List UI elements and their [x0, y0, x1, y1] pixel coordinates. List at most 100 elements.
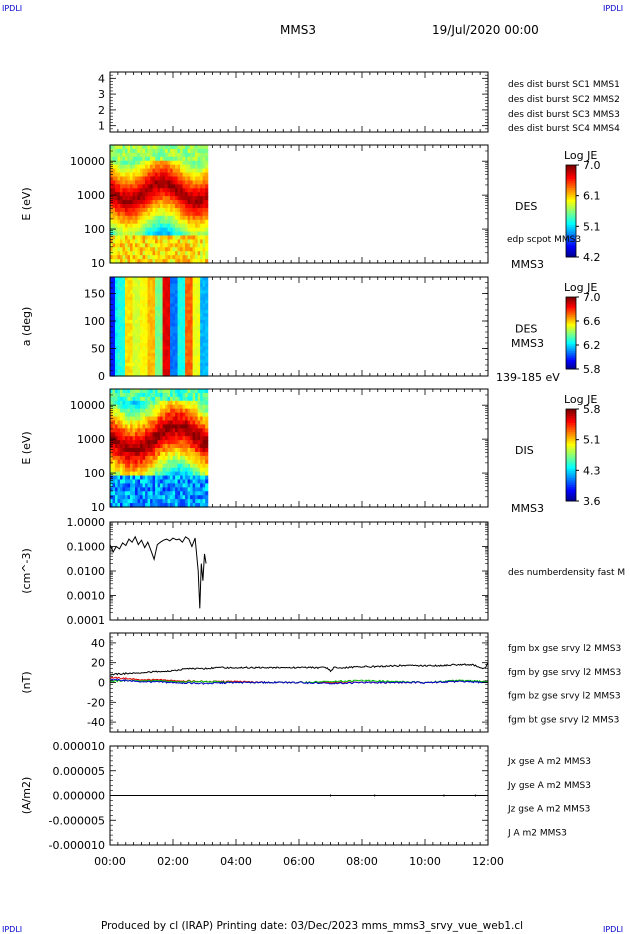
- heatmap-cell: [122, 255, 126, 260]
- heatmap-cell: [205, 483, 209, 488]
- heatmap-cell: [137, 412, 141, 418]
- heatmap-cell: [117, 283, 121, 288]
- heatmap-cell: [152, 300, 156, 304]
- heatmap-cell: [130, 463, 134, 469]
- heatmap-cell: [137, 416, 141, 422]
- heatmap-cell: [152, 290, 156, 295]
- heatmap-cell: [135, 286, 139, 291]
- heatmap-cell: [127, 148, 131, 154]
- colorbar-cell: [566, 358, 576, 361]
- heatmap-cell: [145, 188, 149, 193]
- heatmap-cell: [177, 451, 181, 457]
- heatmap-cell: [177, 180, 181, 185]
- heatmap-cell: [182, 219, 186, 225]
- heatmap-cell: [177, 184, 181, 189]
- heatmap-cell: [130, 448, 134, 453]
- heatmap-cell: [147, 471, 151, 477]
- heatmap-cell: [142, 326, 146, 331]
- heatmap-cell: [167, 200, 171, 205]
- heatmap-cell: [132, 408, 136, 414]
- heatmap-cell: [130, 152, 134, 158]
- heatmap-cell: [150, 319, 154, 324]
- heatmap-cell: [172, 306, 176, 311]
- heatmap-cell: [157, 392, 161, 398]
- heatmap-cell: [182, 487, 186, 492]
- heatmap-cell: [120, 251, 124, 256]
- heatmap-cell: [122, 300, 126, 304]
- heatmap-cell: [122, 467, 126, 473]
- heatmap-cell: [182, 168, 186, 174]
- heatmap-cell: [135, 310, 139, 314]
- heatmap-cell: [137, 223, 141, 229]
- heatmap-cell: [192, 487, 196, 492]
- heatmap-cell: [117, 296, 121, 301]
- heatmap-cell: [190, 243, 194, 248]
- heatmap-cell: [177, 192, 181, 197]
- heatmap-cell: [137, 432, 141, 437]
- colorbar-cell: [566, 345, 576, 348]
- heatmap-cell: [185, 499, 189, 504]
- heatmap-cell: [147, 316, 151, 321]
- heatmap-cell: [135, 408, 139, 414]
- heatmap-cell: [145, 145, 149, 150]
- heatmap-cell: [165, 160, 169, 166]
- heatmap-cell: [122, 436, 126, 441]
- heatmap-cell: [140, 293, 144, 298]
- heatmap-cell: [175, 148, 179, 154]
- heatmap-cell: [195, 319, 199, 324]
- heatmap-cell: [195, 356, 199, 361]
- heatmap-cell: [137, 467, 141, 473]
- heatmap-cell: [125, 152, 129, 158]
- heatmap-cell: [152, 227, 156, 233]
- heatmap-cell: [190, 300, 194, 304]
- heatmap-cell: [155, 451, 159, 457]
- heatmap-cell: [160, 436, 164, 441]
- heatmap-cell: [145, 223, 149, 229]
- heatmap-cell: [150, 436, 154, 441]
- heatmap-cell: [137, 235, 141, 240]
- heatmap-cell: [112, 319, 116, 324]
- heatmap-cell: [137, 495, 141, 500]
- heatmap-cell: [185, 172, 189, 178]
- heatmap-cell: [202, 223, 206, 229]
- heatmap-cell: [122, 176, 126, 181]
- heatmap-cell: [155, 499, 159, 504]
- heatmap-cell: [112, 184, 116, 189]
- heatmap-cell: [182, 310, 186, 314]
- heatmap-cell: [120, 420, 124, 425]
- heatmap-cell: [152, 280, 156, 285]
- colorbar-cell: [566, 487, 576, 490]
- heatmap-cell: [182, 389, 186, 394]
- heatmap-cell: [157, 463, 161, 469]
- heatmap-cell: [190, 152, 194, 158]
- heatmap-cell: [152, 251, 156, 256]
- heatmap-cell: [142, 300, 146, 304]
- heatmap-cell: [160, 479, 164, 484]
- heatmap-cell: [190, 290, 194, 295]
- heatmap-cell: [120, 323, 124, 328]
- heatmap-cell: [192, 329, 196, 334]
- heatmap-cell: [120, 471, 124, 477]
- heatmap-cell: [157, 247, 161, 252]
- heatmap-cell: [170, 176, 174, 181]
- colorbar-cell: [566, 482, 576, 486]
- heatmap-cell: [167, 499, 171, 504]
- colorbar-tick-label: 5.1: [583, 220, 601, 233]
- heatmap-cell: [185, 326, 189, 331]
- heatmap-cell: [110, 356, 114, 361]
- heatmap-cell: [187, 396, 191, 402]
- heatmap-cell: [187, 475, 191, 481]
- heatmap-cell: [205, 326, 209, 331]
- heatmap-cell: [120, 148, 124, 154]
- heatmap-cell: [137, 499, 141, 504]
- heatmap-cell: [162, 448, 166, 453]
- heatmap-cell: [185, 200, 189, 205]
- panel-frame-6: -0.000010-0.0000050.0000000.0000050.0000…: [20, 740, 591, 852]
- heatmap-cell: [192, 290, 196, 295]
- heatmap-cell: [122, 251, 126, 256]
- heatmap-cell: [177, 172, 181, 178]
- heatmap-cell: [132, 416, 136, 422]
- heatmap-cell: [142, 283, 146, 288]
- heatmap-cell: [150, 259, 154, 264]
- heatmap-cell: [147, 227, 151, 233]
